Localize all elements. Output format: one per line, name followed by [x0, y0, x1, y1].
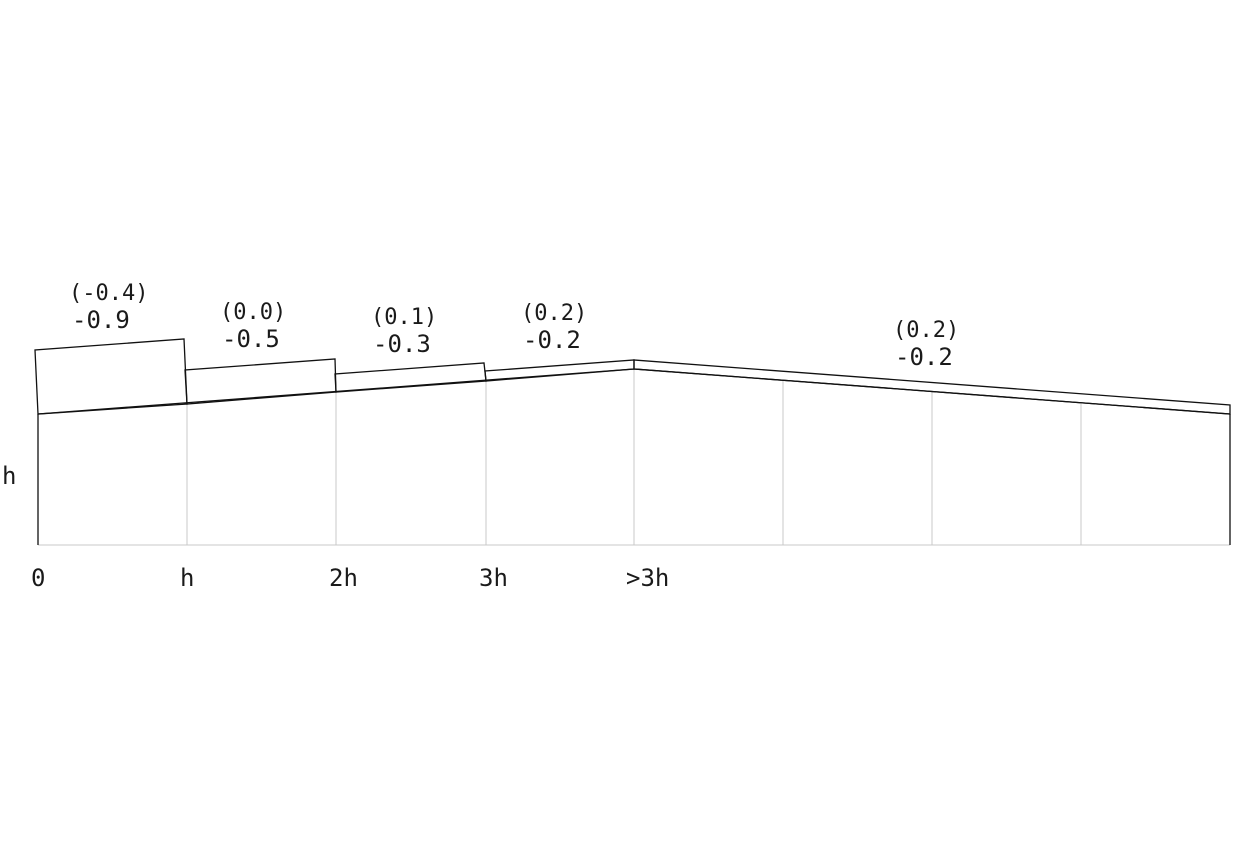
height-label: h	[2, 462, 16, 490]
x-label-gt3h: >3h	[626, 564, 669, 592]
pressure-block-zone-5	[633, 359, 1231, 415]
zone-3-paren-value: (0.1)	[371, 305, 437, 330]
zone-labels: (-0.4) -0.9 (0.0) -0.5 (0.1) -0.3 (0.2) …	[69, 281, 959, 371]
zone-2-value: -0.5	[222, 325, 280, 353]
zone-5-paren-value: (0.2)	[893, 318, 959, 343]
zone-4-value: -0.2	[523, 326, 581, 354]
x-label-3h: 3h	[479, 564, 508, 592]
x-label-h: h	[180, 564, 194, 592]
zone-5-value: -0.2	[895, 343, 953, 371]
grid-lines	[38, 369, 1230, 546]
zone-2-paren-value: (0.0)	[220, 300, 286, 325]
pressure-block-zone-1	[34, 338, 188, 415]
x-axis-labels: 0 h 2h 3h >3h	[31, 564, 669, 592]
zone-3-value: -0.3	[373, 330, 431, 358]
zone-1-paren-value: (-0.4)	[69, 281, 148, 306]
x-label-2h: 2h	[329, 564, 358, 592]
pressure-block-zone-3	[334, 362, 487, 393]
pressure-blocks	[34, 338, 1231, 415]
zone-4-paren-value: (0.2)	[521, 301, 587, 326]
x-label-0: 0	[31, 564, 45, 592]
zone-1-value: -0.9	[72, 306, 130, 334]
pressure-block-zone-4	[484, 359, 635, 382]
pressure-block-zone-2	[184, 358, 337, 405]
